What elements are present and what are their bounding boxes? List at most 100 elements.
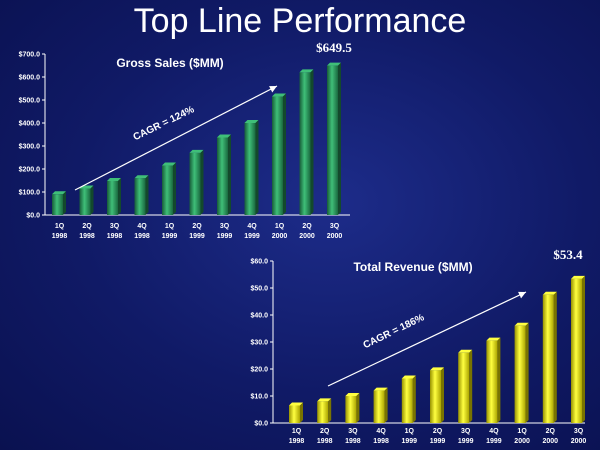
gross-bar-side	[228, 134, 231, 215]
gross-bar	[79, 188, 91, 215]
revenue-x-tick-label-year: 2000	[571, 438, 587, 445]
revenue-x-tick-label-quarter: 1Q	[292, 428, 302, 435]
gross-x-tick-label-year: 1998	[79, 233, 95, 240]
revenue-bar-cap	[514, 322, 529, 326]
gross-y-tick-label: $600.0	[19, 75, 41, 82]
revenue-bar-side	[412, 375, 416, 423]
gross-trend-arrow	[74, 85, 278, 191]
gross-bar-cap	[327, 62, 341, 66]
gross-bar-side	[173, 162, 176, 215]
gross-y-tick-label: $0.0	[26, 213, 40, 220]
gross-bar	[327, 65, 338, 216]
revenue-x-tick-label-year: 2000	[514, 438, 530, 445]
gross-bar-cap	[134, 175, 149, 179]
revenue-x-tick-label-year: 1998	[289, 438, 305, 445]
revenue-x-tick-label-quarter: 1Q	[517, 428, 527, 435]
revenue-x-tick-label-quarter: 3Q	[574, 428, 584, 435]
revenue-trend-arrow	[327, 291, 527, 387]
gross-x-tick-label-quarter: 2Q	[192, 223, 202, 230]
revenue-bar-cap	[317, 398, 332, 402]
gross-x-tick-label-year: 1998	[107, 233, 123, 240]
revenue-x-tick-label-year: 1999	[458, 438, 474, 445]
revenue-bar	[401, 378, 413, 423]
revenue-cagr-annotation: CAGR = 186%	[362, 312, 427, 351]
revenue-x-tick-label-quarter: 2Q	[320, 428, 330, 435]
revenue-bar-side	[384, 387, 388, 423]
gross-x-tick-label-year: 1999	[244, 233, 260, 240]
revenue-x-tick-label-quarter: 2Q	[433, 428, 443, 435]
revenue-bar	[345, 396, 357, 423]
gross-bar-cap	[107, 177, 121, 181]
gross-x-tick-label-year: 1998	[134, 233, 150, 240]
gross-bar-side	[338, 62, 341, 215]
gross-y-tick-label: $500.0	[19, 98, 41, 105]
gross-bar	[189, 152, 201, 215]
revenue-y-tick-label: $20.0	[250, 367, 268, 374]
gross-bar-cap	[244, 120, 259, 123]
revenue-bar	[430, 370, 441, 423]
gross-bar-side	[200, 149, 204, 215]
revenue-x-tick-label-year: 1998	[373, 438, 389, 445]
gross-y-tick-label: $100.0	[19, 190, 41, 197]
revenue-bar	[458, 352, 470, 423]
gross-x-tick-label-year: 1999	[162, 233, 178, 240]
revenue-x-tick-label-year: 2000	[543, 438, 559, 445]
gross-x-tick-label-quarter: 4Q	[247, 223, 257, 230]
gross-y-tick-label: $700.0	[19, 52, 41, 59]
revenue-bar-side	[356, 393, 360, 423]
gross-x-tick-label-quarter: 2Q	[302, 223, 312, 230]
revenue-chart-title: Total Revenue ($MM)	[353, 260, 472, 274]
revenue-bar-cap	[458, 349, 473, 353]
page-title: Top Line Performance	[133, 2, 467, 40]
gross-y-tick-label: $200.0	[19, 167, 41, 174]
revenue-x-tick-label-quarter: 1Q	[405, 428, 415, 435]
revenue-x-tick-label-year: 1999	[486, 438, 502, 445]
gross-bar	[162, 165, 173, 215]
revenue-x-tick-label-quarter: 3Q	[461, 428, 471, 435]
gross-callout-label: $649.5	[316, 40, 352, 55]
revenue-bar-side	[300, 402, 303, 423]
gross-bar-cap	[299, 69, 314, 73]
revenue-y-tick-label: $10.0	[250, 394, 268, 401]
revenue-bar-cap	[542, 291, 557, 295]
gross-bar-cap	[189, 149, 204, 153]
gross-bar	[272, 96, 283, 215]
revenue-bar-cap	[486, 337, 501, 341]
revenue-bar-side	[553, 291, 557, 423]
gross-bar	[244, 123, 256, 215]
gross-x-tick-label-quarter: 3Q	[330, 223, 340, 230]
gross-bar	[52, 194, 63, 215]
revenue-bar-cap	[401, 375, 416, 379]
revenue-bar	[317, 401, 329, 423]
gross-y-tick-label: $300.0	[19, 144, 41, 151]
revenue-bar-cap	[345, 393, 360, 396]
revenue-x-tick-label-quarter: 3Q	[348, 428, 358, 435]
revenue-x-tick-label-year: 1998	[345, 438, 361, 445]
revenue-bar-side	[582, 275, 585, 423]
gross-bar	[107, 180, 118, 215]
gross-chart-title: Gross Sales ($MM)	[116, 56, 223, 70]
gross-bar-side	[63, 191, 66, 215]
gross-x-tick-label-quarter: 3Q	[220, 223, 230, 230]
revenue-bar-cap	[373, 387, 388, 391]
revenue-y-tick-label: $60.0	[250, 259, 268, 266]
revenue-y-tick-label: $30.0	[250, 340, 268, 347]
revenue-bar-cap	[571, 275, 585, 279]
revenue-bar-cap	[289, 402, 303, 406]
revenue-x-tick-label-quarter: 4Q	[376, 428, 386, 435]
gross-bar-cap	[162, 162, 176, 166]
gross-bar	[134, 178, 146, 215]
gross-x-tick-label-year: 1998	[52, 233, 68, 240]
gross-x-tick-label-year: 2000	[299, 233, 315, 240]
revenue-x-tick-label-year: 1998	[317, 438, 333, 445]
revenue-bar	[373, 390, 385, 423]
gross-x-tick-label-quarter: 1Q	[165, 223, 175, 230]
gross-x-tick-label-year: 1999	[189, 233, 205, 240]
gross-x-tick-label-quarter: 4Q	[137, 223, 147, 230]
gross-bar-side	[90, 185, 94, 215]
gross-x-tick-label-quarter: 3Q	[110, 223, 120, 230]
gross-x-tick-label-year: 1999	[217, 233, 233, 240]
revenue-x-tick-label-quarter: 2Q	[546, 428, 556, 435]
